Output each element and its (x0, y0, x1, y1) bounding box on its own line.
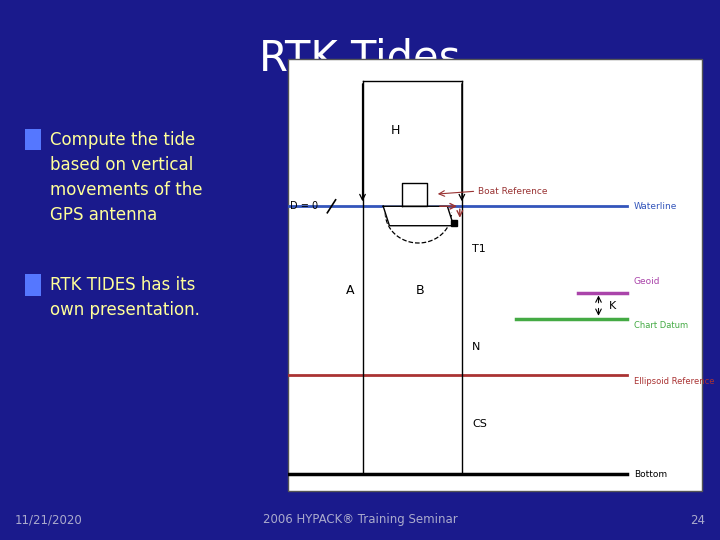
Text: RTK TIDES has its
own presentation.: RTK TIDES has its own presentation. (50, 276, 200, 320)
Text: Compute the tide
based on vertical
movements of the
GPS antenna: Compute the tide based on vertical movem… (50, 131, 203, 224)
Text: Waterline: Waterline (634, 202, 677, 211)
Text: T1: T1 (472, 245, 486, 254)
Text: Ellipsoid Reference: Ellipsoid Reference (634, 377, 714, 386)
Text: B: B (416, 284, 425, 297)
Text: 24: 24 (690, 514, 706, 526)
Text: A: A (346, 284, 354, 297)
Text: 2006 HYPACK® Training Seminar: 2006 HYPACK® Training Seminar (263, 514, 457, 526)
Text: K: K (609, 301, 616, 310)
Text: H: H (391, 124, 400, 137)
Text: RTK Tides: RTK Tides (259, 38, 461, 80)
Bar (25, 129, 41, 150)
Polygon shape (402, 183, 427, 206)
Text: Chart Datum: Chart Datum (634, 321, 688, 330)
Bar (288, 59, 702, 491)
Text: Geoid: Geoid (634, 277, 660, 286)
Polygon shape (383, 206, 454, 226)
Text: D = 0: D = 0 (290, 201, 318, 211)
Bar (25, 274, 41, 296)
Text: N: N (472, 342, 481, 352)
Text: CS: CS (472, 420, 487, 429)
Text: 11/21/2020: 11/21/2020 (14, 514, 82, 526)
Text: Boat Reference: Boat Reference (478, 187, 548, 195)
Text: Bottom: Bottom (634, 470, 667, 478)
